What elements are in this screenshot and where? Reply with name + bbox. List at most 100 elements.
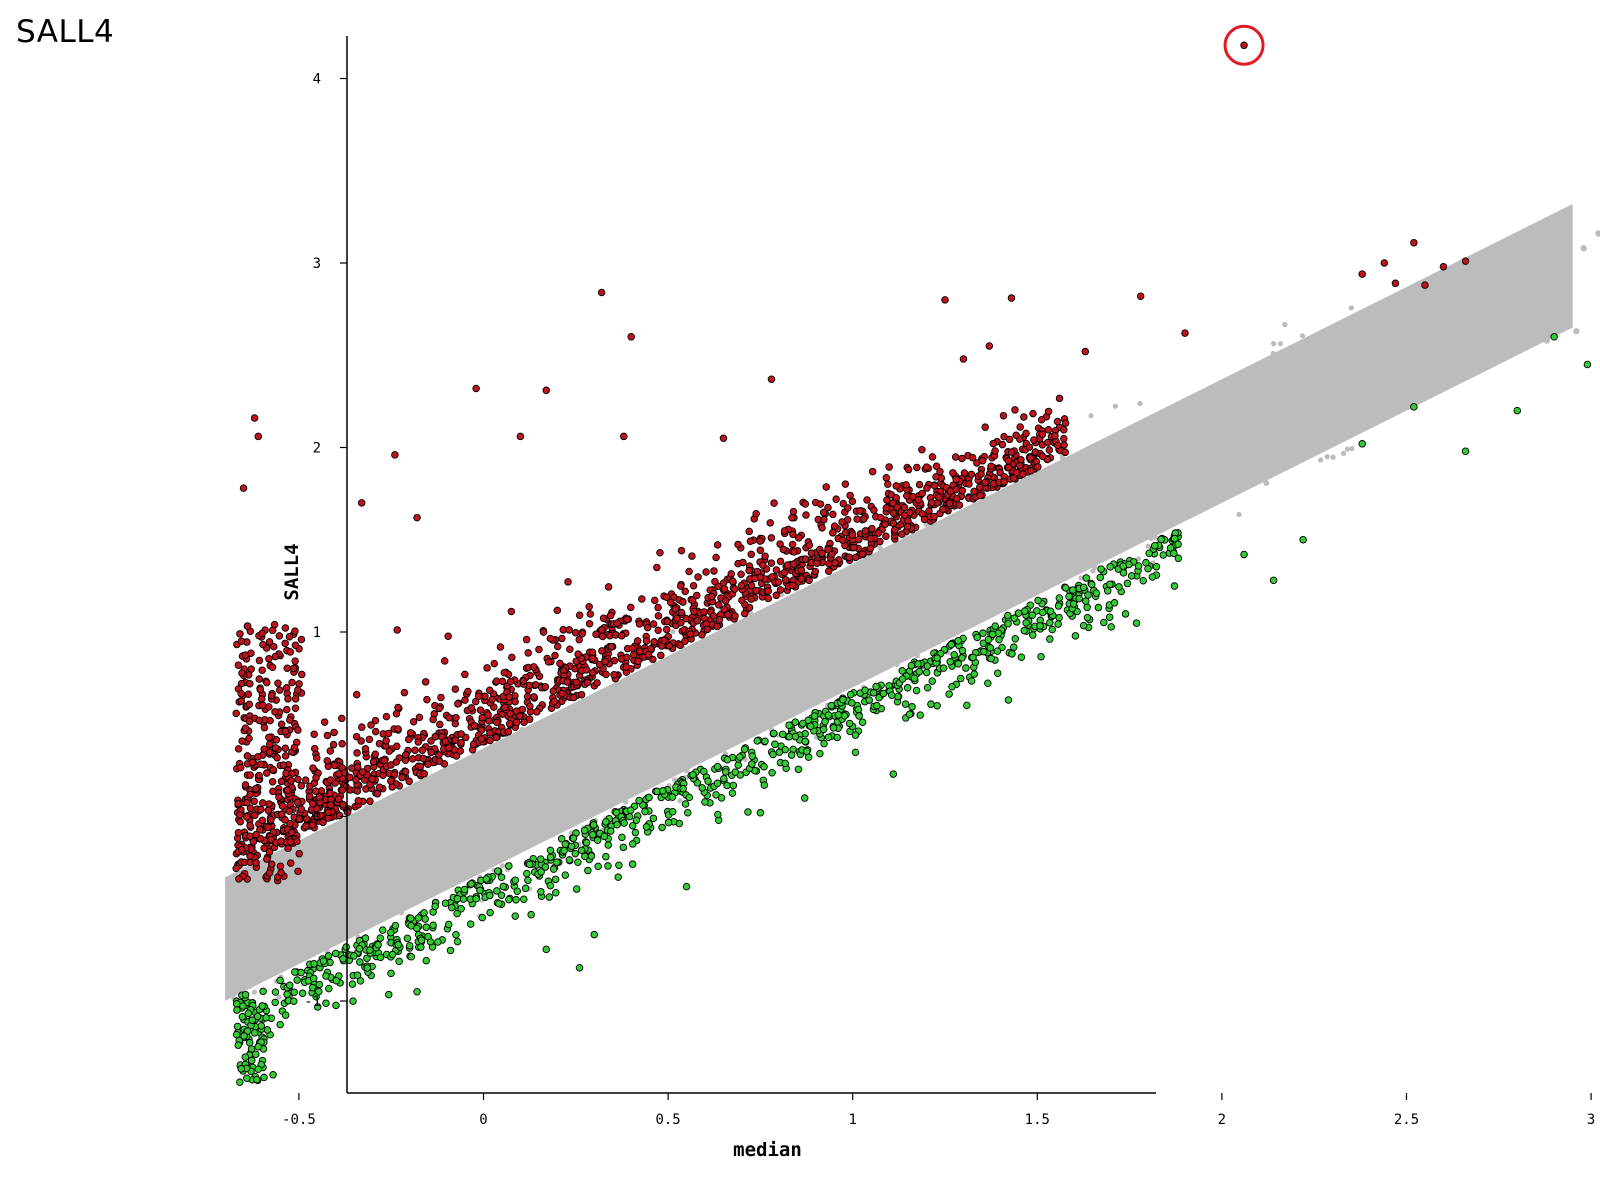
unchanged-point xyxy=(669,755,675,761)
unchanged-point xyxy=(549,797,556,803)
unchanged-point xyxy=(425,828,431,834)
unchanged-point xyxy=(874,590,880,596)
down-point xyxy=(422,923,430,931)
unchanged-point xyxy=(433,815,439,822)
unchanged-point xyxy=(1145,543,1151,549)
unchanged-point xyxy=(846,567,852,574)
unchanged-point xyxy=(797,674,804,680)
unchanged-point xyxy=(341,884,347,890)
unchanged-point xyxy=(591,733,597,739)
unchanged-point xyxy=(1090,520,1096,526)
unchanged-point xyxy=(440,876,446,883)
unchanged-point xyxy=(236,933,242,939)
unchanged-point xyxy=(1015,492,1021,499)
unchanged-point xyxy=(338,871,345,877)
unchanged-point xyxy=(968,601,974,607)
up-point xyxy=(246,821,254,830)
up-point xyxy=(546,634,555,643)
unchanged-point xyxy=(1338,325,1344,331)
unchanged-point xyxy=(256,908,262,914)
up-point xyxy=(788,514,796,522)
unchanged-point xyxy=(256,914,263,920)
unchanged-point xyxy=(769,719,775,726)
unchanged-point xyxy=(1276,417,1282,423)
unchanged-point xyxy=(1532,272,1539,280)
unchanged-point xyxy=(1011,560,1017,566)
unchanged-point xyxy=(322,870,328,876)
unchanged-point xyxy=(555,726,562,732)
unchanged-point xyxy=(1267,416,1273,422)
unchanged-point xyxy=(249,967,256,973)
unchanged-point xyxy=(528,782,534,789)
unchanged-point xyxy=(1182,464,1188,470)
unchanged-point xyxy=(436,875,442,881)
up-point xyxy=(277,777,286,786)
up-point xyxy=(301,776,310,784)
up-point xyxy=(941,296,949,304)
unchanged-point xyxy=(574,704,580,710)
unchanged-point xyxy=(1284,364,1290,371)
unchanged-point xyxy=(550,781,556,787)
up-point xyxy=(558,634,566,643)
down-point xyxy=(482,875,491,883)
up-point xyxy=(923,484,931,492)
unchanged-point xyxy=(747,689,753,695)
down-point xyxy=(285,981,294,989)
up-point xyxy=(967,470,976,479)
unchanged-point xyxy=(489,780,496,786)
unchanged-point xyxy=(1066,548,1072,554)
unchanged-point xyxy=(806,676,812,682)
up-point xyxy=(419,754,427,763)
down-point xyxy=(1038,608,1047,617)
up-point xyxy=(1038,430,1047,439)
unchanged-point xyxy=(377,828,383,834)
down-point xyxy=(833,733,841,742)
up-point xyxy=(398,773,406,782)
down-point xyxy=(1170,582,1179,590)
down-point xyxy=(946,658,954,666)
unchanged-point xyxy=(251,912,258,918)
down-point xyxy=(712,791,720,799)
unchanged-point xyxy=(892,581,898,588)
unchanged-point xyxy=(645,718,651,724)
unchanged-point xyxy=(623,799,629,805)
unchanged-point xyxy=(334,922,340,928)
up-point xyxy=(780,568,789,577)
unchanged-point xyxy=(1057,567,1063,573)
down-point xyxy=(248,1016,257,1024)
unchanged-point xyxy=(992,524,998,530)
unchanged-point xyxy=(1088,413,1094,419)
unchanged-point xyxy=(1026,560,1032,566)
unchanged-point xyxy=(1043,513,1049,519)
down-point xyxy=(781,759,789,768)
unchanged-point xyxy=(1112,403,1118,409)
unchanged-point xyxy=(1344,405,1350,412)
unchanged-point xyxy=(851,594,858,600)
up-point xyxy=(375,739,384,748)
down-point xyxy=(1110,599,1119,607)
down-point xyxy=(260,1073,268,1082)
unchanged-point xyxy=(1098,514,1104,520)
unchanged-point xyxy=(251,989,258,995)
unchanged-point xyxy=(800,653,806,660)
down-point xyxy=(276,1020,284,1029)
unchanged-point xyxy=(687,721,694,727)
up-point xyxy=(958,487,967,495)
unchanged-point xyxy=(1043,563,1049,569)
up-point xyxy=(789,530,797,539)
down-point xyxy=(322,999,330,1007)
unchanged-point xyxy=(985,607,991,613)
unchanged-point xyxy=(927,591,933,597)
down-point xyxy=(1061,584,1070,592)
up-point xyxy=(274,679,282,688)
down-point xyxy=(339,955,347,963)
unchanged-point xyxy=(260,955,266,961)
up-point xyxy=(866,544,875,553)
up-point xyxy=(288,828,296,837)
unchanged-point xyxy=(575,760,581,766)
unchanged-point xyxy=(968,574,974,580)
unchanged-point xyxy=(754,624,760,631)
unchanged-point xyxy=(585,763,591,769)
down-point xyxy=(512,896,520,904)
unchanged-point xyxy=(991,573,998,579)
